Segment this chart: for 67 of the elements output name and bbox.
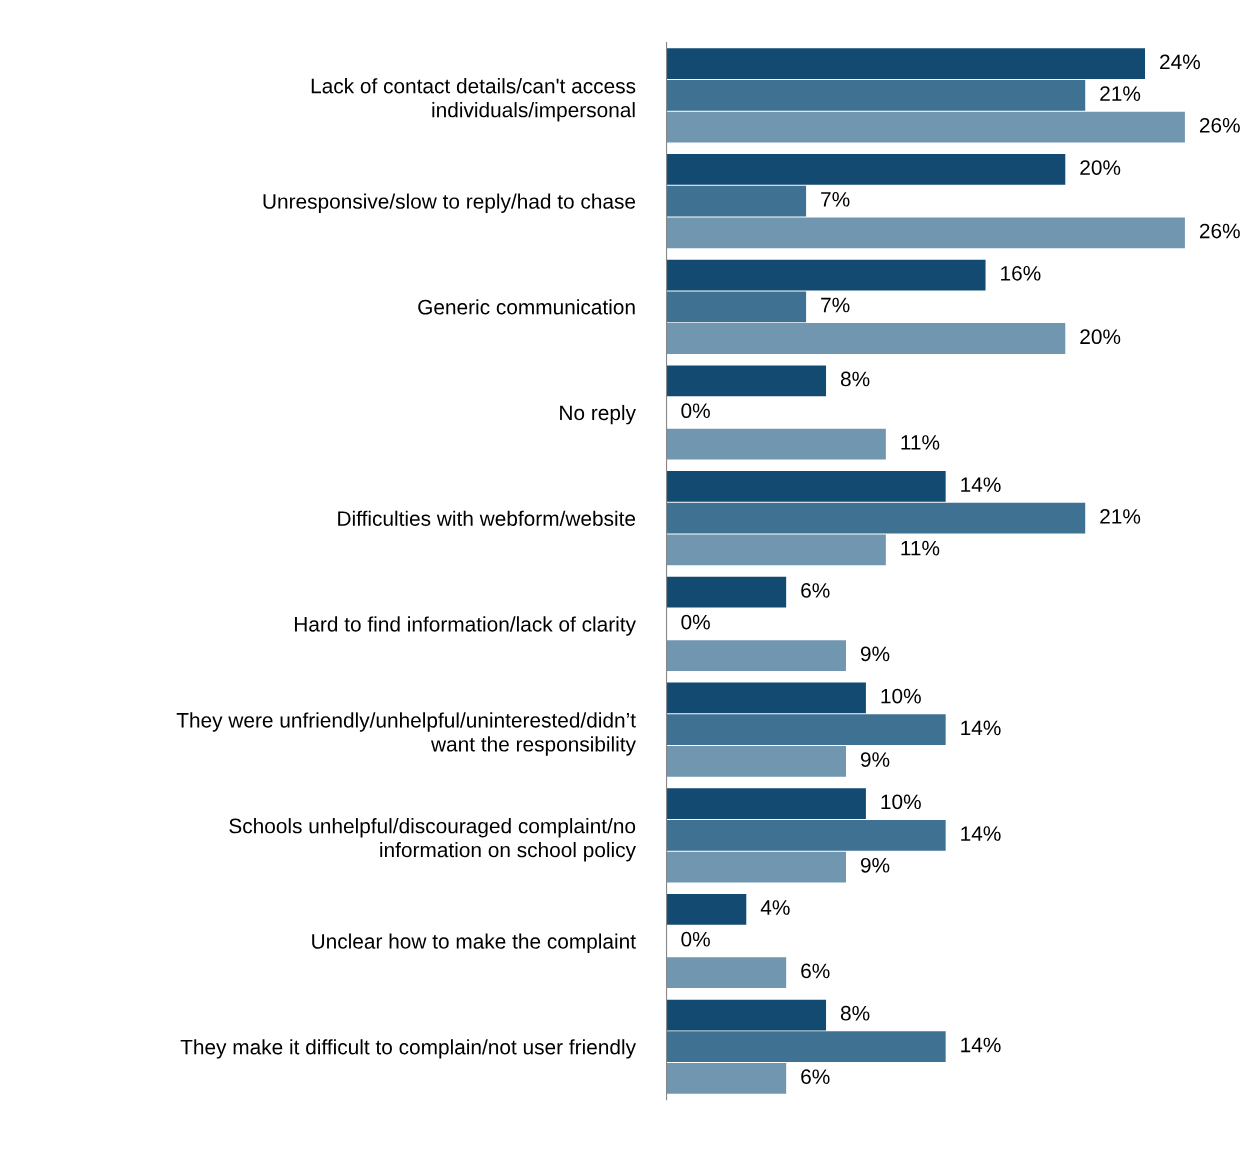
bar	[666, 111, 1185, 143]
data-label: 20%	[1080, 160, 1121, 175]
bar	[666, 502, 1086, 534]
y-tick-label: They make it difficult to complain/not user friendly	[180, 1039, 636, 1059]
bar	[666, 745, 846, 777]
data-label: 11%	[901, 435, 940, 450]
data-label: 14%	[961, 826, 1001, 841]
bar	[666, 576, 787, 608]
data-label: 7%	[821, 192, 850, 207]
data-label: 11%	[901, 540, 940, 556]
data-label: 14%	[961, 477, 1001, 492]
data-label: 10%	[881, 688, 921, 704]
data-label: 14%	[961, 1037, 1001, 1053]
data-label: 14%	[961, 720, 1001, 736]
bar	[666, 291, 807, 323]
data-label: 21%	[1100, 509, 1141, 524]
bar	[666, 217, 1185, 249]
bar	[666, 534, 886, 566]
data-label: 21%	[1100, 86, 1141, 101]
data-label: 7%	[821, 297, 850, 313]
data-label: 6%	[801, 963, 830, 979]
bar	[666, 428, 886, 460]
y-tick-label: They were unfriendly/unhelpful/uninterested/didn’t want the responsibility	[176, 712, 636, 756]
bar	[666, 185, 807, 217]
bar	[666, 714, 946, 745]
y-tick-label: Generic communication	[418, 299, 635, 315]
bar	[666, 851, 846, 883]
bar	[666, 1063, 787, 1094]
bar	[666, 1031, 946, 1063]
data-label: 0%	[681, 403, 710, 419]
data-label: 24%	[1160, 54, 1200, 70]
bar	[666, 153, 1066, 185]
y-tick-label: Unresponsive/slow to reply/had to chase	[263, 193, 636, 213]
bar	[666, 259, 986, 291]
data-label: 8%	[840, 371, 870, 387]
data-label: 6%	[801, 1069, 830, 1085]
bar	[666, 640, 846, 671]
y-tick-label: Difficulties with webform/website	[338, 510, 636, 526]
y-tick-label: Unclear how to make the complaint	[312, 933, 636, 953]
data-label: 10%	[881, 794, 921, 810]
bar	[666, 999, 827, 1031]
data-label: 16%	[1001, 265, 1041, 281]
data-label: 9%	[860, 646, 890, 662]
bar	[666, 48, 1146, 80]
bar	[666, 957, 787, 989]
bar	[666, 893, 747, 925]
bar	[666, 323, 1066, 354]
data-label: 26%	[1199, 117, 1240, 133]
data-label: 9%	[860, 857, 890, 873]
bar	[666, 79, 1086, 111]
data-label: 20%	[1080, 329, 1121, 345]
data-label: 0%	[681, 614, 710, 630]
data-label: 8%	[840, 1005, 870, 1021]
y-tick-label: Schools unhelpful/discouraged complaint/no information on school policy	[229, 818, 636, 862]
bar	[666, 682, 866, 714]
bar	[666, 819, 946, 851]
bar	[666, 471, 946, 502]
data-label: 9%	[860, 752, 890, 767]
data-label: 0%	[681, 931, 710, 947]
data-label: 4%	[760, 900, 790, 915]
bar	[666, 788, 866, 819]
y-tick-label: No reply	[560, 404, 636, 425]
bar	[666, 365, 827, 397]
y-tick-label: Hard to find information/lack of clarity	[294, 616, 636, 636]
data-label: 6%	[801, 583, 830, 598]
data-label: 26%	[1199, 223, 1240, 239]
y-tick-label: Lack of contact details/can't access individuals/impersonal	[311, 78, 636, 122]
